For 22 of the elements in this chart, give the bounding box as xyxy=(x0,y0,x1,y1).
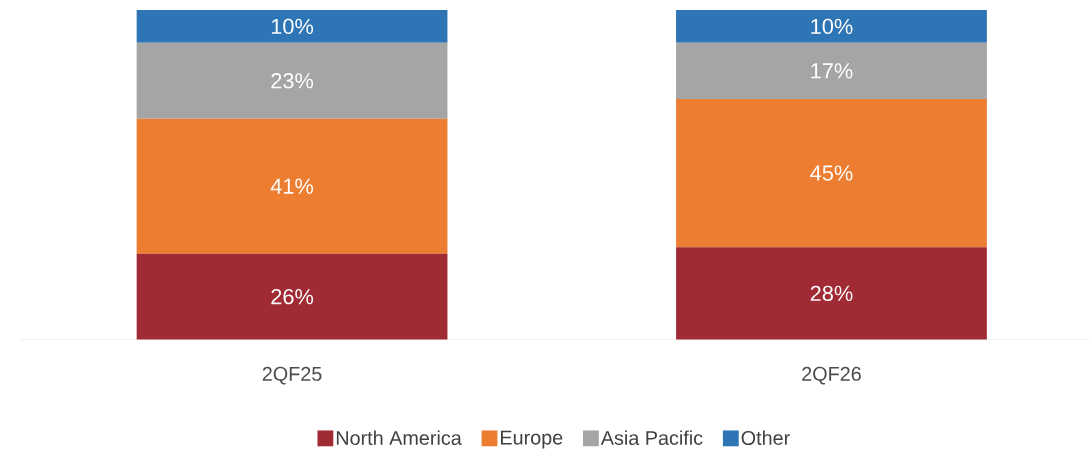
bar xyxy=(136,118,448,254)
data-label: 17% xyxy=(811,63,853,79)
bar xyxy=(676,98,987,248)
data-label: 45% xyxy=(810,165,853,181)
legend-label: North America xyxy=(336,430,462,445)
data-label: 28% xyxy=(810,285,853,301)
bar xyxy=(136,42,448,119)
bar xyxy=(676,247,987,340)
legend-label: Europe xyxy=(501,430,563,449)
bar xyxy=(136,253,448,340)
legend-label: Other xyxy=(741,430,790,445)
bar xyxy=(676,9,987,43)
bar xyxy=(136,9,448,43)
x-tick-label: 2QF25 xyxy=(262,366,322,385)
x-tick-label: 2QF26 xyxy=(802,366,861,385)
data-label: 10% xyxy=(811,18,853,34)
bar xyxy=(676,42,987,99)
data-label: 10% xyxy=(271,18,314,34)
data-label: 23% xyxy=(271,72,314,89)
legend-label: Asia Pacific xyxy=(600,430,703,445)
data-label: 26% xyxy=(271,288,314,305)
data-label: 41% xyxy=(270,178,314,194)
